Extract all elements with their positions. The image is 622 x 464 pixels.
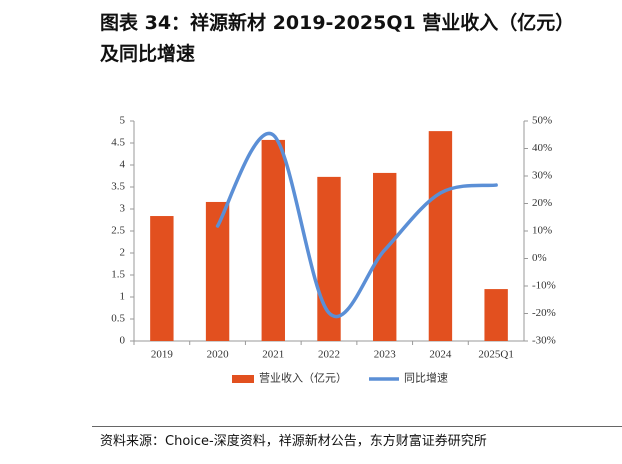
y-tick-label: 2.5: [111, 225, 125, 237]
bar: [484, 289, 508, 341]
x-tick-label: 2024: [429, 349, 452, 361]
y-tick-label: 5: [120, 115, 126, 127]
legend-swatch: [232, 375, 254, 383]
y-tick-label: 0.5: [111, 313, 125, 325]
y2-tick-label: 50%: [532, 115, 552, 127]
legend-label: 同比增速: [404, 371, 448, 385]
y-tick-label: 0: [120, 335, 126, 347]
x-tick-label: 2020: [207, 349, 230, 361]
legend-label: 营业收入（亿元）: [259, 371, 347, 385]
y-tick-label: 2: [120, 247, 126, 259]
line: [215, 131, 498, 319]
y2-tick-label: 20%: [532, 197, 552, 209]
x-tick-label: 2022: [318, 349, 340, 361]
y-tick-label: 1.5: [111, 269, 125, 281]
y-tick-label: 3.5: [111, 181, 125, 193]
y-tick-label: 1: [120, 291, 126, 303]
bar: [428, 131, 453, 341]
y2-tick-label: 30%: [532, 170, 552, 182]
y2-tick-label: 40%: [532, 142, 552, 154]
y-tick-label: 4.5: [111, 137, 125, 149]
chart: 0 0.5 1 1.5 2 2.5 3 3.5 4 4.5 5 -30% -20% -10% 0% 10% 20…: [111, 115, 556, 385]
x-tick-label: 2021: [262, 349, 284, 361]
y2-tick-label: -10%: [532, 280, 556, 292]
y2-tick-label: -30%: [532, 335, 556, 347]
x-tick-label: 2019: [151, 349, 174, 361]
source-note: 资料来源：Choice-深度资料，祥源新材公告，东方财富证券研究所: [100, 434, 487, 449]
y2-tick-label: -20%: [532, 307, 556, 319]
x-tick-label: 2025Q1: [478, 349, 513, 361]
divider: [92, 426, 622, 427]
bar: [205, 201, 230, 341]
bar: [261, 139, 285, 341]
bar: [150, 216, 174, 341]
y-tick-label: 3: [120, 203, 126, 215]
y-tick-label: 4: [120, 159, 126, 171]
bar: [373, 172, 397, 341]
chart-title: 图表 34：祥源新材 2019-2025Q1 营业收入（亿元）及同比增速: [100, 12, 565, 65]
y2-tick-label: 10%: [532, 225, 552, 237]
y2-tick-label: 0%: [532, 252, 547, 264]
x-tick-label: 2023: [374, 349, 397, 361]
